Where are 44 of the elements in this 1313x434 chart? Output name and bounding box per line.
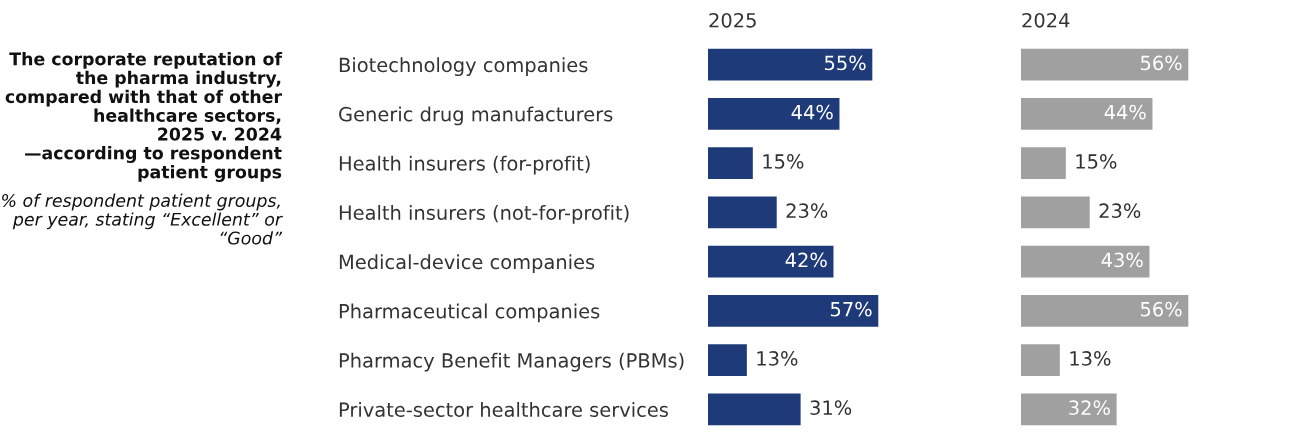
bar [708, 196, 777, 229]
bar [1021, 245, 1150, 278]
data-label: 32% [1069, 400, 1110, 416]
bar [1021, 98, 1153, 130]
bar [1021, 393, 1117, 426]
bar [708, 245, 834, 278]
data-label: 56% [1140, 301, 1182, 317]
bar [708, 98, 840, 130]
chart-title: 2024 [1022, 12, 1070, 28]
data-label: 56% [1140, 55, 1182, 71]
y-tick-label: Medical-device companies [339, 254, 595, 274]
data-label: 13% [1070, 351, 1111, 366]
data-label: 44% [1104, 104, 1146, 120]
y-tick-label: Biotechnology companies [339, 57, 588, 77]
bar [1021, 147, 1066, 179]
data-label: 57% [830, 301, 872, 317]
data-label: 43% [1101, 252, 1143, 268]
y-tick-label: Health insurers (for-profit) [339, 155, 590, 175]
data-label: 15% [763, 154, 804, 169]
data-label: 23% [1099, 203, 1141, 219]
y-tick-label: Pharmacy Benefit Managers (PBMs) [339, 352, 684, 372]
bar [708, 344, 747, 376]
bar [1021, 295, 1189, 327]
bar [1021, 196, 1090, 229]
bar [708, 48, 873, 81]
data-label: 42% [785, 252, 827, 268]
text: % of respondent patient groups, per year, stating “Excellent” or “Good” [2, 193, 283, 245]
data-label: 31% [810, 400, 852, 416]
bar [1021, 48, 1189, 81]
data-label: 23% [786, 203, 828, 219]
data-label: 15% [1076, 154, 1117, 169]
data-label: 44% [791, 104, 833, 120]
bar [1021, 344, 1060, 376]
data-label: 13% [757, 351, 798, 366]
data-label: 55% [824, 55, 866, 71]
bar [708, 295, 879, 327]
y-tick-label: Health insurers (not-for-profit) [339, 204, 629, 224]
text: The corporate reputation of the pharma industry, compared with that of other healthcare sectors, 2025 v. 2024 —according to respondent patient groups [5, 52, 283, 182]
bar [708, 147, 753, 179]
y-tick-label: Pharmaceutical companies [339, 303, 600, 323]
y-tick-label: Generic drug manufacturers [339, 106, 613, 126]
bar [708, 393, 801, 426]
y-tick-label: Private-sector healthcare services [339, 401, 668, 418]
chart-title: 2025 [709, 12, 756, 28]
